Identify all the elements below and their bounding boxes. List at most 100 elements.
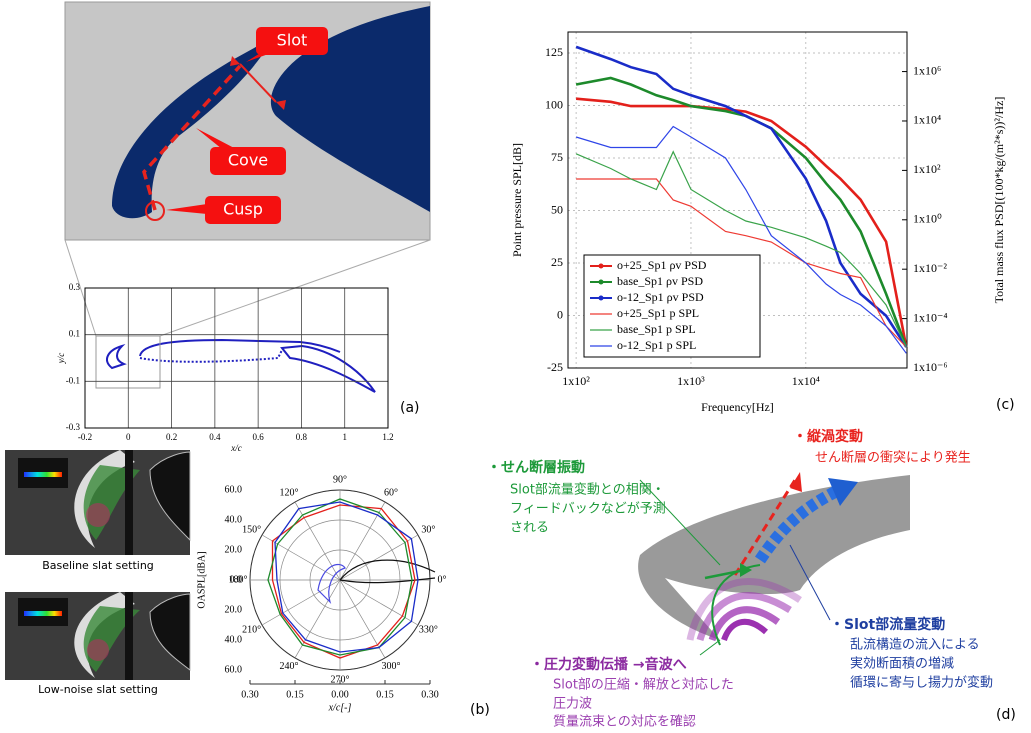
x-tick-label: 0.15	[376, 689, 394, 700]
panel-label: (c)	[996, 397, 1015, 413]
x-tick-label: 1x10²	[562, 374, 590, 388]
flow-image-lownoise	[5, 592, 190, 680]
r-tick-label: 60.0	[225, 484, 243, 495]
x-tick-label: 0	[126, 432, 131, 442]
x-tick-label: 0.30	[421, 689, 439, 700]
r-tick-label: 20.0	[225, 544, 243, 555]
panel-label: (b)	[470, 702, 490, 718]
figure: Slot Cove Cusp	[0, 0, 1031, 733]
theta-tick-label: 30°	[421, 524, 435, 535]
legend-label: o-12_Sp1 ρv PSD	[617, 290, 704, 304]
theta-tick-label: 180°	[229, 574, 248, 585]
callout-label: Slot	[277, 31, 308, 50]
mechanism-title: ・圧力変動伝播 →音波へ	[530, 656, 687, 673]
y2-tick-label: 1x10⁻²	[913, 261, 947, 275]
y2-axis-label: Total mass flux PSD[(100*kg/(m²*s))²/Hz]	[992, 97, 1006, 304]
x-tick-label: 1x10³	[677, 374, 705, 388]
mechanism-title: ・縦渦変動	[793, 428, 863, 445]
mechanism-text: 実効断面積の増減	[850, 656, 954, 672]
mechanism-text: Slot部流量変動との相関・	[510, 482, 665, 498]
spoke	[340, 580, 385, 658]
x-tick-label: 0.00	[331, 689, 349, 700]
legend-marker	[599, 264, 604, 269]
x-tick-label: 0.15	[286, 689, 304, 700]
mechanism-text: せん断層の衝突により発生	[815, 450, 971, 466]
x-tick-label: 0.30	[241, 689, 259, 700]
mechanism-text: 圧力波	[553, 697, 592, 712]
y-tick-label: -0.1	[66, 375, 80, 385]
y2-tick-label: 1x10⁰	[913, 212, 942, 226]
y-axis-label: OASPL[dBA]	[196, 551, 207, 608]
y2-tick-label: 1x10⁻⁴	[913, 310, 948, 324]
y-tick-label: 75	[551, 150, 563, 164]
y-tick-label: 100	[545, 97, 563, 111]
y-tick-label: 0.1	[69, 329, 80, 339]
r-tick-label: 60.0	[225, 664, 243, 675]
legend-marker	[599, 280, 604, 285]
spoke	[340, 580, 418, 625]
image-caption: Low-noise slat setting	[38, 683, 158, 696]
x-axis-label: Frequency[Hz]	[701, 400, 774, 414]
theta-tick-label: 60°	[384, 488, 398, 499]
theta-tick-label: 300°	[382, 661, 401, 672]
theta-tick-label: 90°	[333, 474, 347, 485]
y-tick-label: 25	[551, 255, 563, 269]
polar-series	[275, 502, 418, 652]
main-element-outline	[340, 560, 435, 583]
panel-label: (d)	[996, 707, 1016, 723]
mechanism-title: ・せん断層振動	[487, 459, 585, 476]
y2-tick-label: 1x10²	[913, 162, 941, 176]
x-tick-label: 1.2	[382, 432, 393, 442]
slat-outline	[318, 564, 345, 602]
mechanism-text: Slot部の圧縮・解放と対応した	[553, 677, 734, 693]
callout-label: Cove	[228, 151, 268, 170]
x-axis-label: x/c[-]	[328, 702, 352, 713]
theta-tick-label: 210°	[242, 624, 261, 635]
theta-tick-label: 150°	[242, 524, 261, 535]
panel-label: (a)	[400, 400, 420, 416]
legend-label: o-12_Sp1 p SPL	[617, 338, 696, 352]
spoke	[295, 580, 340, 658]
legend-label: o+25_Sp1 ρv PSD	[617, 258, 707, 272]
x-tick-label: 1x10⁴	[792, 374, 820, 388]
y-axis-label: Point pressure SPL[dB]	[510, 143, 524, 257]
x-tick-label: 0.8	[296, 432, 308, 442]
r-tick-label: 40.0	[225, 634, 243, 645]
airfoil	[107, 340, 375, 392]
legend-label: o+25_Sp1 p SPL	[617, 306, 699, 320]
y2-tick-label: 1x10⁴	[913, 113, 941, 127]
mechanism-title: ・Slot部流量変動	[830, 616, 945, 633]
legend-label: base_Sp1 ρv PSD	[617, 274, 703, 288]
y-tick-label: 50	[551, 202, 563, 216]
y-tick-label: 0	[557, 307, 563, 321]
y-tick-label: -25	[547, 360, 563, 374]
y2-tick-label: 1x10⁻⁶	[913, 360, 948, 374]
mechanism-text: 循環に寄与し揚力が変動	[850, 675, 993, 691]
flow-image-baseline	[5, 450, 190, 555]
legend-label: base_Sp1 p SPL	[617, 322, 696, 336]
y-axis-label: y/c	[56, 353, 66, 365]
x-axis-label: x/c	[230, 443, 242, 453]
theta-tick-label: 0°	[438, 574, 447, 585]
theta-tick-label: 330°	[419, 624, 438, 635]
spoke	[340, 502, 385, 580]
legend-marker	[599, 296, 604, 301]
legend: o+25_Sp1 ρv PSD base_Sp1 ρv PSD o-12_Sp1 ρ…	[584, 255, 760, 357]
spoke	[340, 535, 418, 580]
y2-tick-label: 1x10⁶	[913, 63, 941, 77]
theta-tick-label: 240°	[280, 661, 299, 672]
y-tick-label: -0.3	[66, 422, 81, 432]
x-tick-label: 0.6	[253, 432, 265, 442]
mechanism-text: フィードバックなどが予測	[510, 502, 666, 517]
mechanism-text: 質量流束との対応を確認	[553, 714, 696, 730]
x-tick-label: 1	[342, 432, 347, 442]
r-tick-label: 40.0	[225, 514, 243, 525]
mechanism-text: される	[510, 521, 549, 536]
r-tick-label: 20.0	[225, 604, 243, 615]
theta-tick-label: 120°	[280, 488, 299, 499]
mechanism-text: 乱流構造の流入による	[850, 638, 980, 653]
x-tick-label: 0.4	[209, 432, 221, 442]
image-caption: Baseline slat setting	[42, 559, 154, 572]
y-tick-label: 0.3	[69, 282, 81, 292]
callout-label: Cusp	[223, 200, 263, 219]
